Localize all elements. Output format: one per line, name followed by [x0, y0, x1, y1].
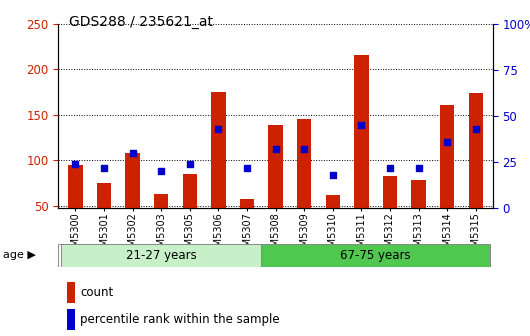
Bar: [261, 244, 490, 267]
Text: GDS288 / 235621_at: GDS288 / 235621_at: [69, 15, 213, 29]
Point: [243, 165, 251, 170]
Bar: [97, 183, 111, 208]
Point: [214, 126, 223, 132]
Bar: [469, 93, 483, 208]
Bar: [67, 309, 75, 330]
Bar: [411, 180, 426, 208]
Point: [414, 165, 423, 170]
Bar: [67, 282, 75, 303]
Point: [329, 172, 337, 178]
Bar: [383, 176, 397, 208]
Point: [71, 161, 80, 167]
Point: [300, 146, 308, 152]
Point: [443, 139, 452, 144]
Bar: [440, 106, 454, 208]
Point: [157, 169, 165, 174]
Bar: [354, 55, 368, 208]
Bar: [269, 125, 282, 208]
Bar: [183, 174, 197, 208]
Text: percentile rank within the sample: percentile rank within the sample: [80, 313, 280, 326]
Text: age ▶: age ▶: [3, 250, 36, 260]
Text: 21-27 years: 21-27 years: [126, 249, 197, 262]
Bar: [240, 199, 254, 208]
Text: 67-75 years: 67-75 years: [340, 249, 411, 262]
Point: [472, 126, 480, 132]
Point: [386, 165, 394, 170]
Bar: [325, 195, 340, 208]
Bar: [68, 165, 83, 208]
Point: [128, 150, 137, 156]
Bar: [61, 244, 261, 267]
Bar: [126, 153, 140, 208]
Point: [186, 161, 194, 167]
Bar: [211, 92, 226, 208]
Bar: [297, 119, 311, 208]
Bar: [154, 194, 169, 208]
Point: [357, 122, 366, 128]
Point: [100, 165, 108, 170]
Point: [271, 146, 280, 152]
Text: count: count: [80, 286, 113, 299]
